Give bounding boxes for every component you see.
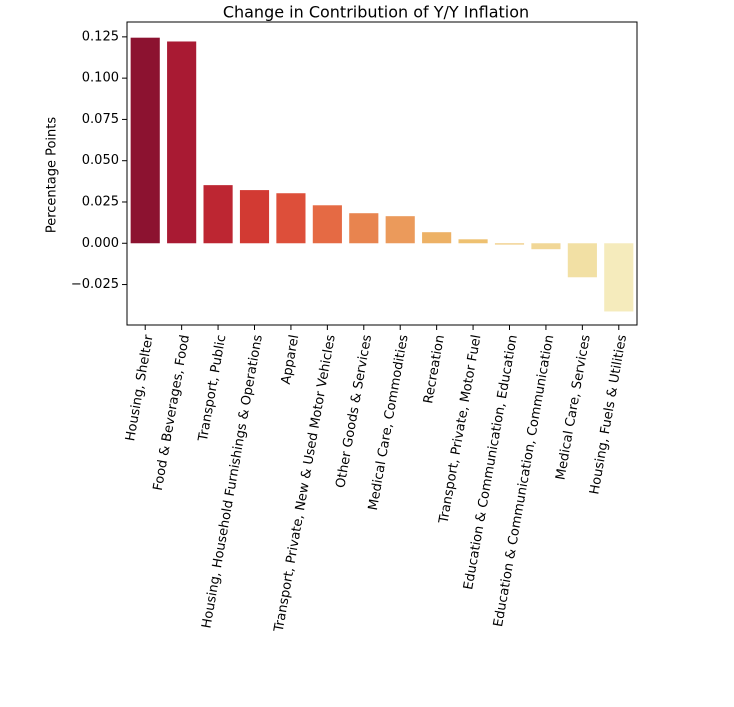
x-tick-label: Recreation: [421, 334, 448, 405]
y-tick-label: 0.075: [82, 112, 119, 127]
bar: [458, 239, 488, 244]
bar: [203, 185, 233, 244]
x-tick-label: Other Goods & Services: [333, 333, 375, 489]
x-tick-label: Medical Care, Services: [553, 333, 593, 481]
bar: [276, 193, 306, 244]
bar: [494, 243, 525, 245]
y-tick-label: 0.125: [82, 29, 119, 44]
x-tick-label: Medical Care, Commodities: [366, 333, 412, 511]
x-tick-label: Housing, Fuels & Utilities: [587, 333, 630, 495]
bar: [312, 205, 342, 244]
y-tick-label: 0.100: [82, 71, 119, 86]
bar: [567, 243, 597, 278]
bar: [167, 41, 197, 244]
y-tick-label: −0.025: [71, 277, 119, 292]
bar: [130, 37, 160, 244]
x-tick-label: Food & Beverages, Food: [151, 334, 193, 492]
bar: [604, 243, 634, 312]
y-tick-label: 0.000: [82, 236, 119, 251]
chart-title: Change in Contribution of Y/Y Inflation: [223, 3, 529, 22]
bar: [422, 232, 452, 244]
plot-frame: [126, 21, 638, 326]
bar: [349, 213, 379, 244]
x-tick-label: Transport, Public: [196, 334, 230, 444]
bar: [385, 216, 415, 244]
x-tick-label: Apparel: [279, 334, 302, 386]
y-axis-label: Percentage Points: [45, 117, 60, 234]
bar: [239, 190, 270, 244]
bar: [531, 243, 561, 250]
x-tick-label: Housing, Shelter: [123, 333, 157, 442]
y-tick-label: 0.025: [82, 194, 119, 209]
y-tick-label: 0.050: [82, 153, 119, 168]
